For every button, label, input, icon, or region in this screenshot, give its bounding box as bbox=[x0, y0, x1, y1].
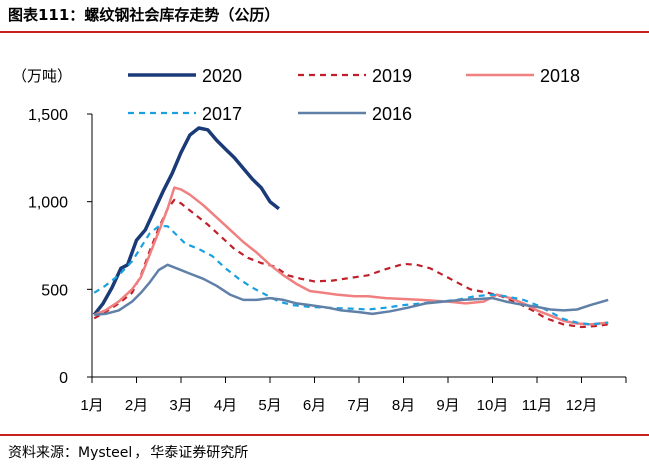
x-tick-label: 9月 bbox=[436, 397, 459, 414]
y-tick-label: 1,500 bbox=[28, 107, 68, 124]
source-text: Mysteel bbox=[78, 445, 133, 461]
source-separator: ， bbox=[134, 445, 149, 461]
x-tick-label: 11月 bbox=[522, 397, 553, 414]
stock-line-chart: （万吨） 0 500 1,000 1,500 1月 2月 3月 4月 5月 6月 7月 8月 9月 10月 1… bbox=[12, 66, 627, 414]
legend-label-2016: 2016 bbox=[372, 104, 412, 124]
x-tick-label: 1月 bbox=[80, 397, 103, 414]
y-tick-label: 500 bbox=[41, 282, 68, 299]
legend-label-2018: 2018 bbox=[540, 66, 580, 86]
source-org: 华泰证券研究所 bbox=[150, 445, 249, 461]
series-line-2017 bbox=[93, 225, 609, 326]
series-line-2020 bbox=[92, 126, 280, 316]
x-tick-label: 6月 bbox=[303, 397, 326, 414]
source-note: 资料来源：Mysteel，华泰证券研究所 bbox=[8, 442, 248, 462]
chart-title: 图表111：螺纹钢社会库存走势（公历） bbox=[8, 4, 279, 25]
legend-label-2020: 2020 bbox=[202, 66, 242, 86]
legend-label-2019: 2019 bbox=[372, 66, 412, 86]
x-tick-label: 7月 bbox=[347, 397, 370, 414]
x-tick-label: 8月 bbox=[392, 397, 415, 414]
x-tick-label: 12月 bbox=[566, 397, 598, 414]
y-tick-label: 1,000 bbox=[28, 195, 68, 212]
y-unit-label: （万吨） bbox=[12, 68, 72, 85]
series-line-2018 bbox=[93, 186, 609, 326]
title-rule bbox=[0, 31, 649, 33]
x-tick-label: 10月 bbox=[477, 397, 509, 414]
x-tick-label: 2月 bbox=[125, 397, 148, 414]
x-tick-label: 5月 bbox=[258, 397, 281, 414]
y-tick-label: 0 bbox=[59, 370, 68, 387]
x-tick-label: 3月 bbox=[169, 397, 192, 414]
x-tick-label: 4月 bbox=[214, 397, 237, 414]
legend-label-2017: 2017 bbox=[202, 104, 242, 124]
source-rule bbox=[0, 434, 649, 436]
source-label: 资料来源： bbox=[8, 445, 78, 461]
chart-title-prefix: 图表111： bbox=[8, 6, 85, 24]
series-line-2016 bbox=[94, 263, 609, 317]
chart-title-text: 螺纹钢社会库存走势（公历） bbox=[84, 6, 280, 24]
